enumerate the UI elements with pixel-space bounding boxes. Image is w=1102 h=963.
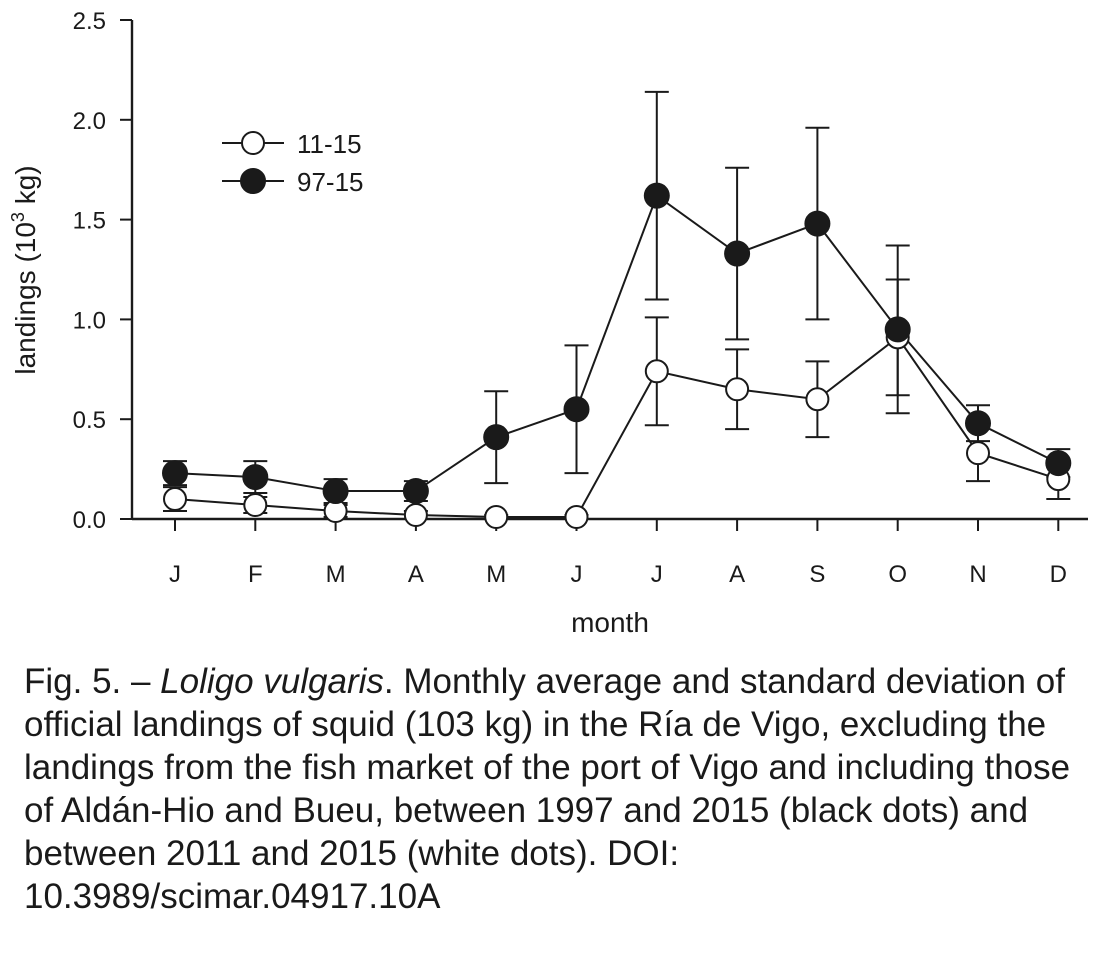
y-axis-title: landings (103 kg) xyxy=(8,165,41,374)
data-point-97-15 xyxy=(965,410,991,437)
data-point-11-15 xyxy=(243,493,268,518)
series-97-15 xyxy=(163,90,1071,505)
y-axis-title-sup: 3 xyxy=(8,212,28,222)
legend-marker-97-15 xyxy=(240,168,266,194)
caption-text: . Monthly average and standard deviation… xyxy=(24,662,1071,916)
y-tick-label: 2.0 xyxy=(73,108,106,135)
y-axis-title-main: landings (10 xyxy=(10,222,41,375)
data-point-97-15 xyxy=(483,424,510,451)
y-tick-label: 0.0 xyxy=(73,507,106,534)
data-point-11-15 xyxy=(966,441,990,466)
x-tick-label: J xyxy=(571,561,583,588)
data-point-97-15 xyxy=(804,210,831,237)
legend-label-97-15: 97-15 xyxy=(297,167,364,197)
plot-series xyxy=(162,90,1072,530)
x-tick-label: A xyxy=(408,561,424,588)
legend-marker-11-15 xyxy=(241,131,265,155)
legend-label-11-15: 11-15 xyxy=(297,129,362,159)
data-point-11-15 xyxy=(805,387,830,412)
x-tick-label: A xyxy=(729,561,745,588)
data-point-97-15 xyxy=(643,182,670,209)
legend-item-97-15: 97-15 xyxy=(222,167,364,197)
data-point-11-15 xyxy=(484,505,509,530)
line-chart: 0.0 0.5 1.0 1.5 2.0 2.5 J F M A M J J A S O N D month la… xyxy=(8,8,1088,638)
legend: 11-15 97-15 xyxy=(222,129,364,197)
x-tick-label: O xyxy=(888,561,907,588)
y-tick-label: 2.5 xyxy=(73,8,106,35)
data-point-97-15 xyxy=(563,396,590,423)
data-point-11-15 xyxy=(403,503,428,528)
data-point-97-15 xyxy=(402,478,429,505)
legend-item-11-15: 11-15 xyxy=(222,129,362,159)
data-point-97-15 xyxy=(884,316,911,343)
data-point-97-15 xyxy=(724,240,751,267)
data-point-11-15 xyxy=(644,359,669,384)
data-point-11-15 xyxy=(725,377,750,402)
markers-11-15 xyxy=(163,325,1071,530)
y-ticks: 0.0 0.5 1.0 1.5 2.0 2.5 xyxy=(73,8,132,534)
caption-species: Loligo vulgaris xyxy=(160,662,384,701)
data-point-97-15 xyxy=(1045,450,1072,477)
x-tick-label: M xyxy=(326,561,346,588)
y-tick-label: 0.5 xyxy=(73,407,106,434)
series-line-11-15 xyxy=(174,335,1059,519)
x-axis-title: month xyxy=(571,607,649,638)
x-tick-label: J xyxy=(651,561,663,588)
x-tick-label: D xyxy=(1050,561,1067,588)
figure-caption: Fig. 5. – Loligo vulgaris. Monthly avera… xyxy=(24,660,1084,918)
data-point-97-15 xyxy=(242,464,269,491)
series-line-97-15 xyxy=(174,194,1059,493)
y-tick-label: 1.0 xyxy=(73,307,106,334)
data-point-97-15 xyxy=(162,460,188,487)
markers-97-15 xyxy=(162,182,1072,505)
x-tick-label: S xyxy=(809,561,825,588)
y-tick-label: 1.5 xyxy=(73,208,106,235)
x-tick-label: N xyxy=(969,561,986,588)
x-tick-label: M xyxy=(486,561,506,588)
data-point-97-15 xyxy=(322,478,349,505)
caption-prefix: Fig. 5. – xyxy=(24,662,161,701)
y-axis: 0.0 0.5 1.0 1.5 2.0 2.5 xyxy=(73,8,134,534)
x-tick-label: J xyxy=(169,561,181,588)
y-axis-title-end: kg) xyxy=(10,165,41,212)
x-tick-label: F xyxy=(248,561,263,588)
series-11-15 xyxy=(163,278,1071,520)
data-point-11-15 xyxy=(564,505,589,530)
data-point-11-15 xyxy=(163,487,187,512)
